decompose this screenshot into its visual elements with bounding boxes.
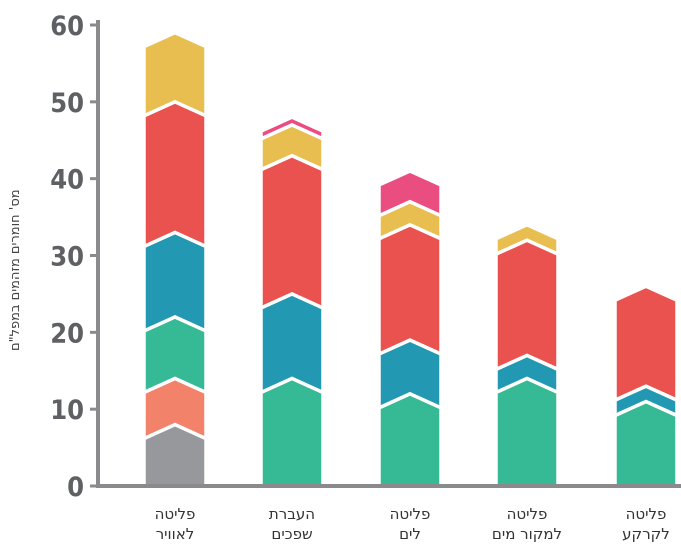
x-category-line1: פליטה [154,505,196,523]
x-category-line2: לקרקע [622,525,670,543]
bar-0-segment-3 [142,230,208,334]
y-tick-label: 0 [67,472,84,503]
bar-1-segment-6 [259,115,325,142]
y-tick-label: 50 [50,88,84,119]
x-category-line1: פליטה [625,505,667,523]
bar-1-segment-4 [259,153,325,311]
bars [142,30,679,488]
x-category-label: פליטה לים [355,504,465,544]
y-tick-label: 60 [50,11,84,42]
bar-1-segment-2 [259,376,325,488]
x-category-line1: העברת [268,505,316,523]
x-category-line2: שפכים [271,525,313,543]
bar-2-segment-4 [377,222,443,357]
bar-4-segment-2 [613,399,679,488]
x-category-line2: למקור מים [491,525,563,543]
x-category-label: פליטה לקרקע [591,504,681,544]
y-axis-label: מס' חומרים מזהמים במפל"ם [8,189,23,351]
y-tick-label: 40 [50,165,84,196]
x-category-line1: פליטה [506,505,548,523]
x-category-line1: פליטה [389,505,431,523]
bar-2-segment-6 [377,169,443,219]
bar-3-segment-4 [494,238,560,373]
axes: 0 10 20 30 40 50 60 [50,11,681,503]
x-category-label: פליטה למקור מים [472,504,582,544]
bar-4-segment-4 [613,284,679,403]
x-category-label: פליטה לאוויר [120,504,230,544]
bar-0-segment-4 [142,99,208,250]
x-category-line2: לים [399,525,421,543]
bar-3-segment-2 [494,376,560,488]
bar-2-segment-2 [377,391,443,488]
bar-0-segment-5 [142,30,208,119]
x-category-label: העברת שפכים [237,504,347,544]
y-tick-label: 10 [50,395,84,426]
x-category-line2: לאוויר [155,525,195,543]
bar-1-segment-3 [259,291,325,396]
bar-3-segment-5 [494,222,560,257]
y-tick-label: 20 [50,318,84,349]
y-tick-label: 30 [50,242,84,273]
